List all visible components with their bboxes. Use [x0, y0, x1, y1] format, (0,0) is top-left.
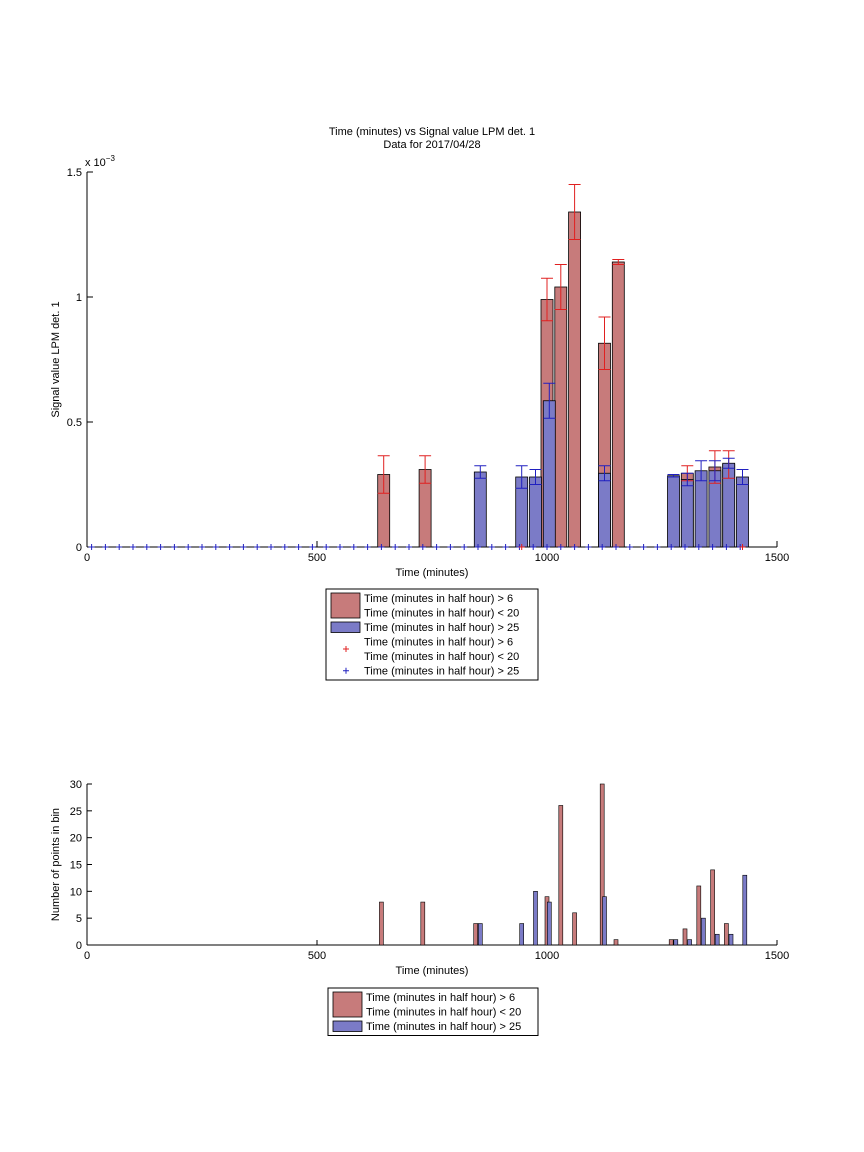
x-tick-label: 0 [84, 552, 90, 564]
count-bar [379, 901, 384, 946]
legend-swatch [332, 991, 363, 1018]
legend-label: Time (minutes in half hour) < 20 [364, 651, 519, 663]
count-bar [687, 939, 692, 946]
legend-label: Time (minutes in half hour) > 6 [364, 637, 513, 649]
count-bar [682, 928, 688, 946]
histogram-chart: 0 500 1000 1500 0 5 10 15 20 25 30 Time (minutes) Nu… [50, 779, 789, 1036]
count-bar [728, 933, 734, 946]
legend-label: Time (minutes in half hour) > 25 [364, 622, 519, 634]
legend-label: Time (minutes in half hour) > 25 [364, 666, 519, 678]
signal-bar [529, 476, 542, 548]
y-tick-label: 0 [76, 542, 82, 554]
y-axis-label: Signal value LPM det. 1 [50, 301, 62, 417]
y-tick-label: 10 [70, 886, 82, 898]
x-tick-label: 1000 [535, 552, 559, 564]
legend-label: Time (minutes in half hour) < 20 [366, 1007, 521, 1019]
signal-bar [568, 211, 581, 548]
y-tick-label: 15 [70, 860, 82, 872]
count-bar [673, 939, 679, 946]
count-bar [613, 939, 619, 946]
signal-bar [542, 400, 556, 548]
legend-label: Time (minutes in half hour) > 6 [366, 992, 515, 1004]
count-bar [602, 896, 607, 946]
y-tick-label: 1 [76, 292, 82, 304]
chart-subtitle: Data for 2017/04/28 [383, 139, 480, 151]
y-tick-label: 1.5 [67, 167, 82, 179]
legend-box [327, 987, 539, 1036]
x-tick-label: 1500 [765, 552, 789, 564]
count-bar [533, 891, 538, 946]
y-tick-label: 0.5 [67, 417, 82, 429]
count-bar [701, 917, 706, 946]
count-bar [696, 885, 702, 946]
y-exponent-label: x 10−3 [85, 154, 115, 169]
signal-bar [736, 476, 749, 548]
signal-bar [667, 475, 680, 548]
legend-box [325, 588, 539, 681]
signal-chart: 0 500 1000 1500 0 0.5 1 1.5 Time (minutes) Signal… [50, 126, 789, 681]
legend-swatch [330, 592, 361, 619]
count-bar [473, 923, 479, 946]
legend-swatch [332, 1020, 363, 1032]
x-axis-label: Time (minutes) [396, 567, 469, 579]
legend-swatch [330, 621, 361, 633]
legend-label: Time (minutes in half hour) > 25 [366, 1021, 521, 1033]
legend-label: Time (minutes in half hour) > 6 [364, 593, 513, 605]
signal-bar [554, 286, 568, 548]
signal-bar [611, 261, 625, 548]
count-bar [572, 912, 577, 946]
count-bar [710, 869, 715, 946]
count-bar [558, 805, 564, 946]
x-tick-label: 1500 [765, 950, 789, 962]
x-tick-label: 500 [308, 950, 326, 962]
count-bar [742, 874, 748, 946]
y-axis-label: Number of points in bin [50, 808, 62, 921]
x-axis-label: Time (minutes) [396, 965, 469, 977]
count-bar [477, 923, 483, 946]
legend-label: Time (minutes in half hour) < 20 [364, 608, 519, 620]
y-tick-label: 5 [76, 913, 82, 925]
y-tick-label: 25 [70, 806, 82, 818]
count-bar [668, 939, 674, 946]
count-bar [420, 901, 426, 946]
y-tick-label: 0 [76, 940, 82, 952]
y-tick-label: 30 [70, 779, 82, 791]
count-bar [724, 923, 729, 946]
count-bar [546, 901, 552, 946]
count-bar [714, 933, 720, 946]
x-tick-label: 1000 [535, 950, 559, 962]
x-tick-label: 500 [308, 552, 326, 564]
signal-bar [680, 479, 694, 548]
chart-title: Time (minutes) vs Signal value LPM det. … [329, 126, 535, 138]
signal-bar [473, 471, 487, 548]
signal-bar [598, 472, 611, 548]
x-tick-label: 0 [84, 950, 90, 962]
count-bar [519, 923, 525, 946]
y-tick-label: 20 [70, 833, 82, 845]
signal-bar [694, 470, 708, 548]
